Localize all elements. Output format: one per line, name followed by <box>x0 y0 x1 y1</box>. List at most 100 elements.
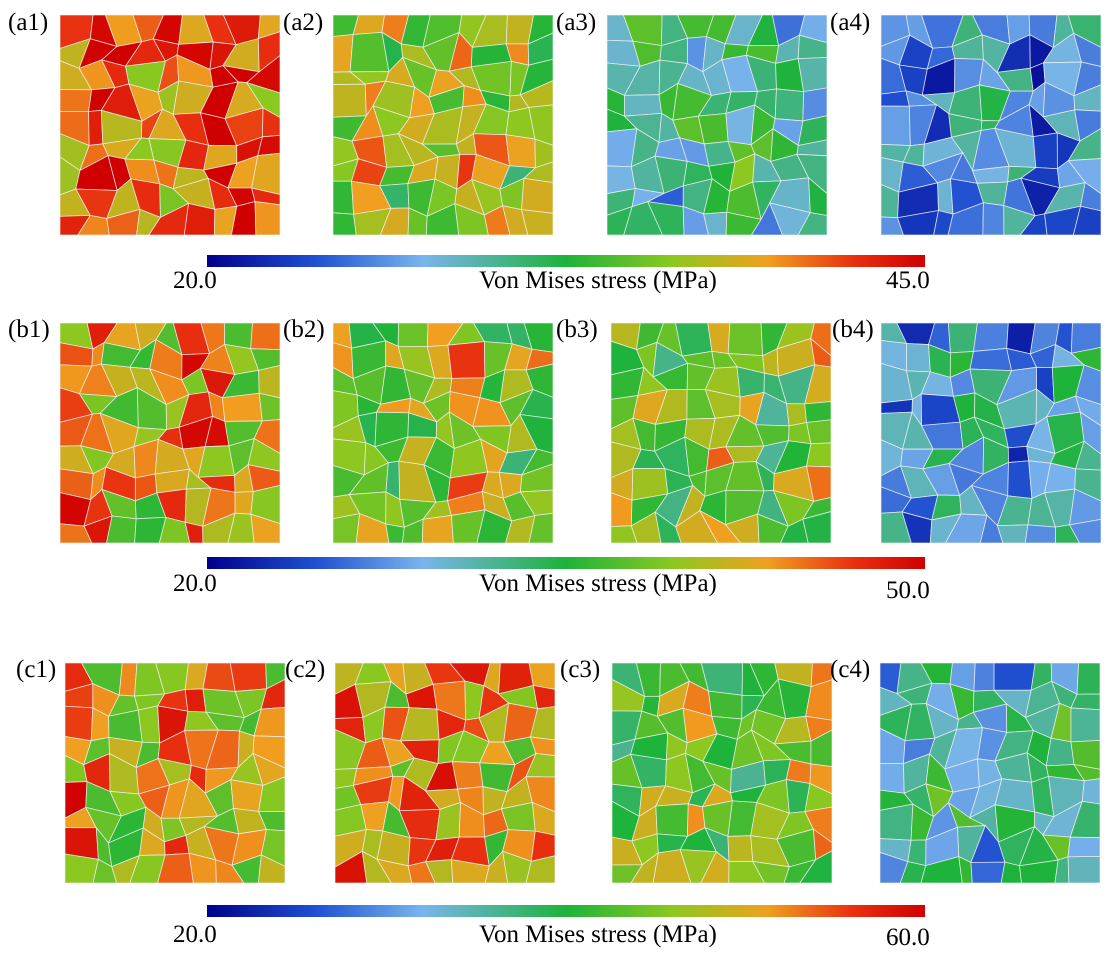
grain <box>230 779 264 812</box>
grain <box>697 113 729 145</box>
colorbar-label: Von Mises stress (MPa) <box>479 921 717 948</box>
grain <box>973 662 995 692</box>
grain <box>221 392 263 422</box>
grain <box>708 690 743 720</box>
grain <box>624 94 663 117</box>
grain <box>332 34 354 73</box>
grain <box>1007 460 1033 499</box>
colorbar-label: Von Mises stress (MPa) <box>479 267 717 294</box>
colorbar-max: 45.0 <box>886 267 930 294</box>
panel-label: (a2) <box>283 9 323 36</box>
grain <box>906 343 931 373</box>
grain <box>250 322 281 351</box>
grain <box>385 523 405 544</box>
grain <box>521 209 554 236</box>
grain <box>969 348 1013 372</box>
colorbar <box>207 255 925 267</box>
grain <box>59 89 93 112</box>
grain <box>797 57 828 93</box>
grain <box>521 177 554 214</box>
panel-label: (b2) <box>283 316 325 343</box>
stress-map <box>879 662 1101 884</box>
grain <box>1076 662 1101 695</box>
grain <box>505 134 536 169</box>
grain <box>982 202 1005 236</box>
grain <box>799 850 833 884</box>
stress-map <box>332 14 554 236</box>
grain <box>352 14 385 35</box>
grain <box>973 322 1009 352</box>
stress-map <box>880 14 1102 236</box>
grain <box>970 861 1006 884</box>
grain <box>1070 707 1101 743</box>
colorbar-min: 20.0 <box>173 921 217 948</box>
grain <box>183 203 216 236</box>
grain <box>786 403 807 427</box>
grain <box>879 803 914 841</box>
grain <box>655 803 689 837</box>
grain <box>880 105 911 147</box>
grain <box>1032 132 1058 170</box>
grain <box>108 709 143 743</box>
colorbar <box>207 557 925 569</box>
panel-label: (c2) <box>285 656 325 683</box>
grain <box>1000 861 1023 884</box>
grain <box>64 853 99 884</box>
grain <box>332 83 367 118</box>
panel-label: (c1) <box>16 656 56 683</box>
grain <box>1007 445 1030 463</box>
panel-label: (b3) <box>556 316 598 343</box>
grain <box>234 491 254 515</box>
grain <box>528 512 554 544</box>
grain <box>229 662 267 692</box>
grain <box>802 87 828 122</box>
grain <box>451 761 484 790</box>
grain <box>1072 205 1102 236</box>
colorbar-label: Von Mises stress (MPa) <box>479 570 717 597</box>
grain <box>137 705 161 744</box>
grain <box>64 705 94 742</box>
grain <box>118 662 138 697</box>
grain <box>1045 737 1075 767</box>
grain <box>258 364 281 399</box>
colorbar-max: 50.0 <box>886 577 930 604</box>
grain <box>525 855 556 884</box>
stress-map <box>610 322 832 544</box>
grain <box>257 854 286 884</box>
panel-label: (a1) <box>8 9 48 36</box>
grain <box>254 201 281 236</box>
panel-label: (b1) <box>8 316 50 343</box>
grain <box>332 513 361 544</box>
grain <box>106 515 137 544</box>
grain <box>947 322 978 354</box>
stress-map <box>334 662 556 884</box>
panel-label: (c3) <box>560 656 600 683</box>
grain <box>880 90 910 107</box>
colorbar-max: 60.0 <box>886 924 930 951</box>
grain <box>1044 462 1077 494</box>
grain <box>675 322 713 357</box>
stress-map <box>606 14 828 236</box>
grain <box>250 513 281 544</box>
grain <box>727 835 754 863</box>
panel-label: (c4) <box>830 656 870 683</box>
colorbar-min: 20.0 <box>173 570 217 597</box>
grain <box>907 839 927 867</box>
stress-map <box>64 662 286 884</box>
grain <box>996 524 1029 544</box>
grain <box>1067 856 1101 884</box>
grain <box>88 109 104 146</box>
grain <box>797 212 828 236</box>
colorbar <box>207 905 925 917</box>
stress-map <box>59 322 281 544</box>
grain <box>1081 778 1101 805</box>
grain <box>727 322 764 357</box>
stress-map <box>332 322 554 544</box>
grain <box>397 322 429 348</box>
grain <box>532 685 556 710</box>
grain <box>332 212 357 236</box>
grain <box>1067 836 1101 858</box>
grain <box>879 763 905 794</box>
grain <box>202 662 236 692</box>
